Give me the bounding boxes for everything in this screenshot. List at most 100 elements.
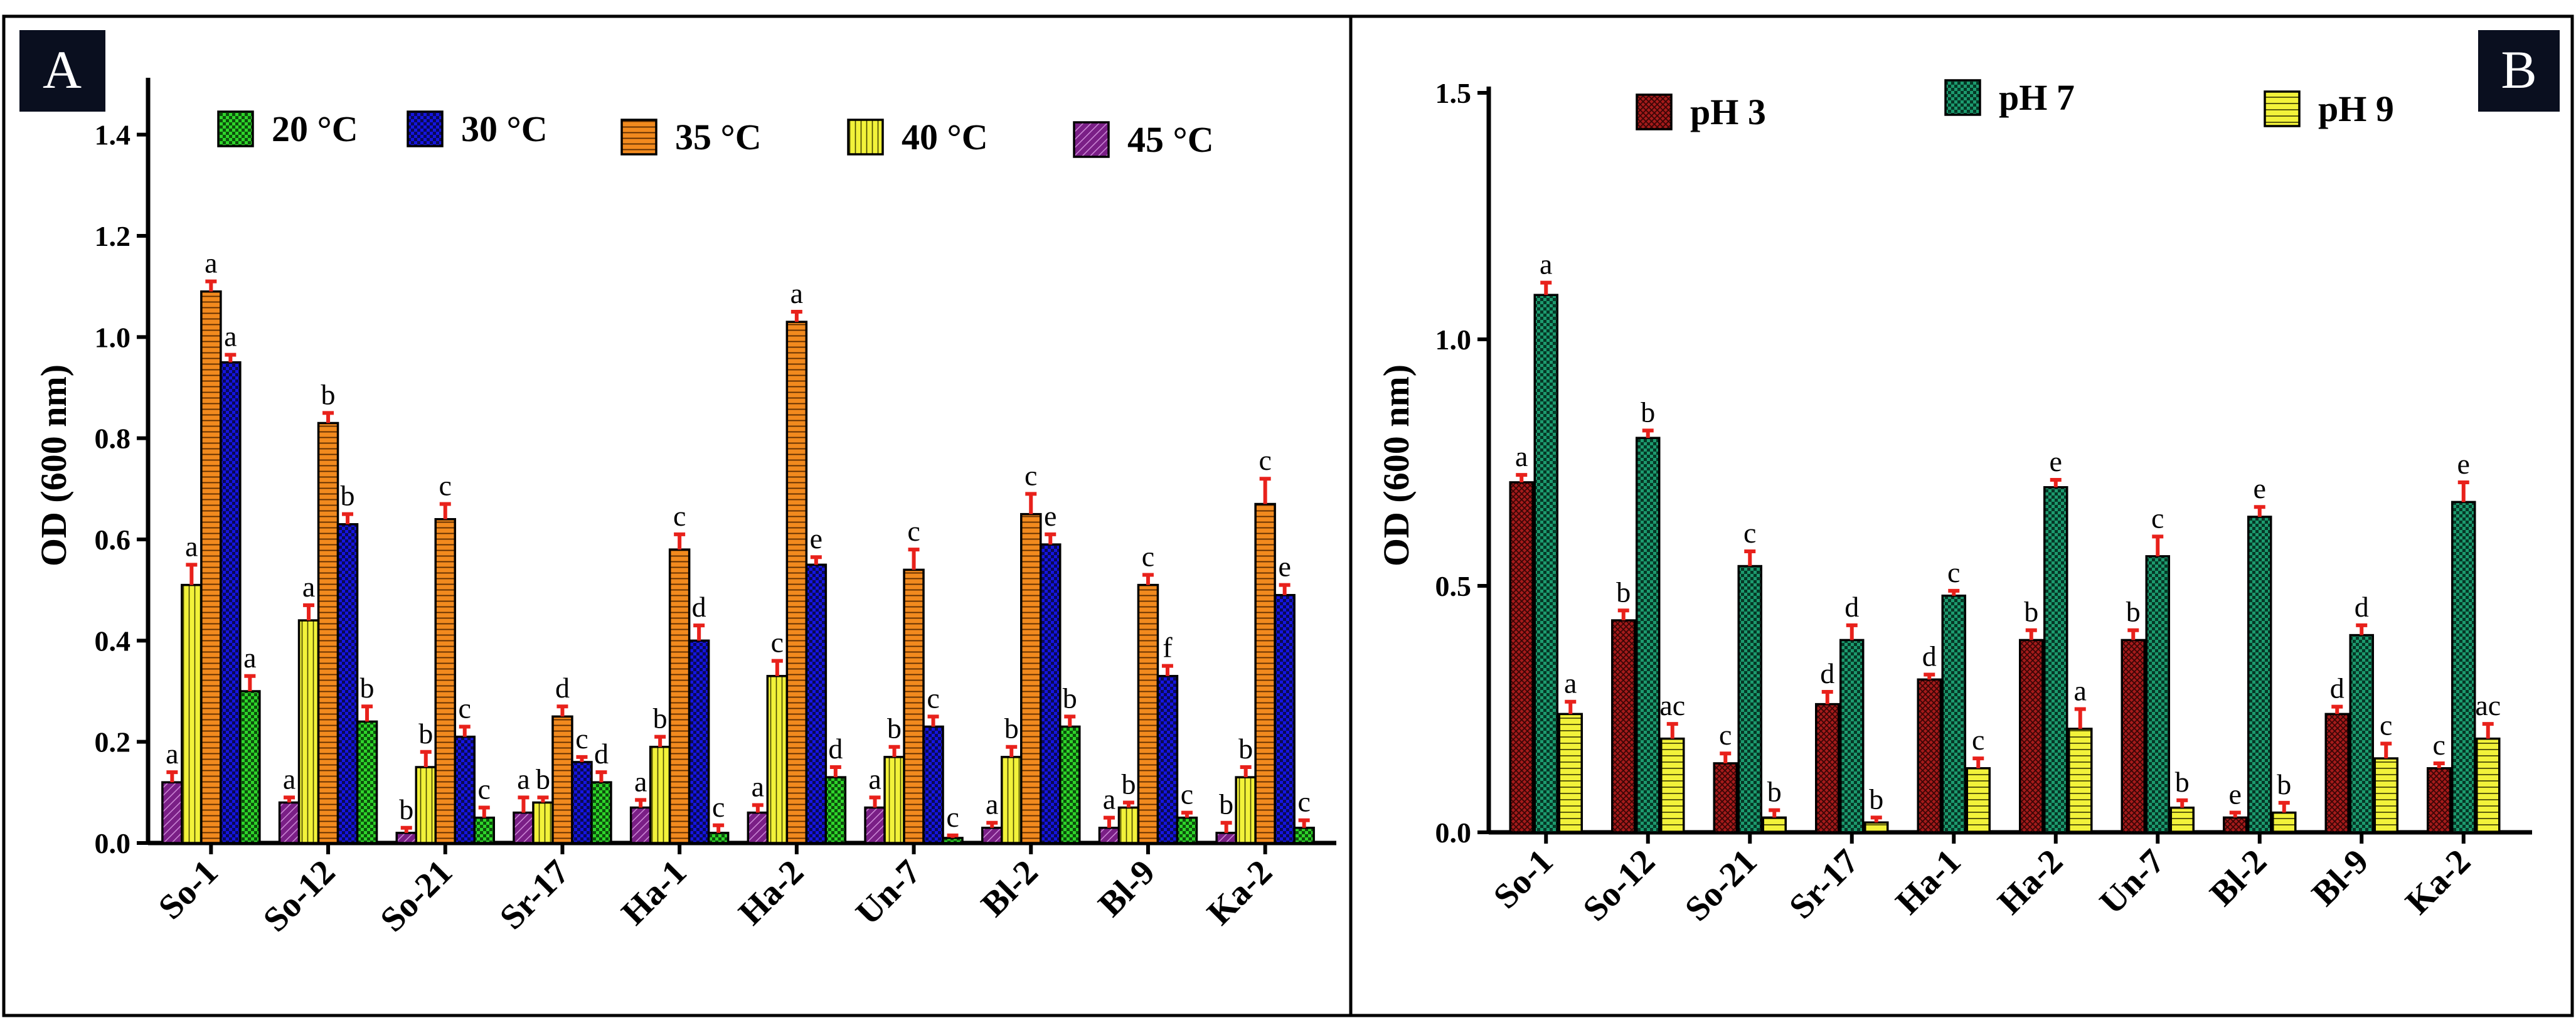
chart-a-y-axis-label: OD (600 nm) — [33, 364, 74, 566]
chart-a-significance-letter: c — [927, 682, 939, 714]
chart-a-bar — [239, 690, 261, 844]
chart-b-bar — [2169, 806, 2195, 834]
chart-a-legend-item: 40 °C — [847, 117, 988, 157]
chart-b-bar — [2451, 501, 2476, 834]
chart-b-error-bar — [2229, 810, 2241, 818]
chart-a-legend-swatch — [217, 110, 254, 147]
chart-a-significance-letter: c — [712, 791, 725, 823]
chart-a-significance-letter: a — [790, 277, 803, 309]
chart-a-significance-letter: b — [1063, 682, 1077, 714]
chart-b-error-bar — [1720, 751, 1732, 763]
chart-b-legend-swatch — [1944, 79, 1981, 116]
chart-b-bar — [2324, 713, 2350, 834]
chart-b-error-bar — [1948, 588, 1960, 596]
chart-a-error-bar — [225, 353, 237, 363]
chart-a-significance-letter: e — [810, 522, 822, 554]
chart-b-significance-letter: c — [1743, 517, 1756, 549]
chart-a-significance-letter: b — [653, 703, 668, 734]
chart-a-error-bar — [537, 795, 549, 803]
chart-b-legend-label: pH 3 — [1690, 92, 1766, 132]
chart-a-bar — [434, 517, 456, 844]
chart-a-error-bar — [947, 833, 959, 838]
chart-a-bar — [805, 563, 828, 844]
chart-a-y-tick-label: 1.4 — [95, 119, 131, 151]
chart-a-y-tick-label: 0.8 — [95, 423, 131, 455]
chart-a-bar — [1001, 756, 1023, 844]
chart-b-significance-letter: c — [2380, 709, 2392, 741]
chart-b-significance-letter: a — [2074, 675, 2087, 707]
chart-a-error-bar — [869, 795, 881, 808]
chart-a-error-bar — [674, 532, 686, 550]
chart-a-error-bar — [1279, 583, 1291, 595]
chart-b-bar — [1660, 737, 1685, 834]
chart-a-significance-letter: a — [302, 571, 315, 603]
chart-a-bar — [1137, 583, 1159, 844]
chart-a-significance-letter: b — [341, 480, 355, 512]
chart-a-error-bar — [244, 674, 256, 691]
chart-a-significance-letter: e — [1044, 500, 1056, 532]
chart-b-error-bar — [1821, 689, 1833, 704]
chart-b-y-tick-label: 0.5 — [1435, 570, 1472, 602]
chart-b-x-tick-label: So-12 — [1575, 842, 1662, 928]
chart-a-error-bar — [1181, 810, 1193, 818]
chart-a-error-bar — [1122, 800, 1134, 808]
chart-a-significance-letter: a — [243, 642, 256, 674]
chart-a-y-tick-label: 0.4 — [95, 625, 131, 657]
chart-a-legend-item: 20 °C — [217, 109, 358, 149]
chart-a-significance-letter: d — [828, 733, 843, 765]
chart-a-legend-label: 35 °C — [675, 117, 762, 157]
chart-a-significance-letter: b — [360, 672, 375, 704]
chart-a-error-bar — [322, 411, 334, 423]
chart-a-significance-letter: c — [478, 773, 491, 805]
chart-a-error-bar — [166, 770, 178, 783]
chart-a-bar — [532, 801, 554, 844]
chart-b-significance-letter: b — [2277, 768, 2291, 800]
chart-a-x-tick-label: Bl-2 — [974, 852, 1045, 924]
chart-a-bar — [1117, 806, 1140, 844]
chart-a-legend-item: 35 °C — [620, 117, 762, 157]
chart-b-significance-letter: a — [1540, 248, 1552, 280]
chart-a-legend-swatch — [1073, 121, 1110, 158]
chart-a-bar — [551, 715, 573, 844]
chart-a-error-bar — [1161, 664, 1173, 676]
chart-b-bar — [2272, 811, 2297, 834]
chart-a-significance-letter: b — [321, 378, 336, 410]
chart-a-legend: 20 °C 30 °C 35 °C 40 °C 45 °C — [217, 109, 1214, 160]
chart-b-error-bar — [1846, 623, 1858, 640]
chart-a-error-bar — [888, 745, 900, 757]
chart-b-x-tick-label: Ka-2 — [2398, 842, 2478, 921]
chart-a-x-tick-label: So-12 — [256, 852, 343, 939]
chart-a-bar — [903, 568, 925, 844]
chart-a-error-bar — [1025, 492, 1037, 514]
chart-b-x-tick-label: Bl-9 — [2304, 842, 2376, 913]
chart-a-x-tick-label: Sr-17 — [492, 852, 577, 937]
chart-a-significance-letter: a — [224, 321, 237, 353]
chart-a-error-bar — [439, 502, 451, 519]
chart-a-error-bar — [693, 623, 705, 641]
chart-b-legend-item: pH 7 — [1944, 77, 2075, 118]
chart-b-error-bar — [1565, 699, 1577, 714]
chart-b-significance-letter: d — [1844, 591, 1859, 623]
chart-a-bar — [513, 811, 535, 844]
chart-a-significance-letter: b — [399, 793, 413, 825]
chart-b-x-tick-label: Ha-1 — [1888, 842, 1968, 921]
chart-a-bar — [571, 761, 593, 844]
chart-b-bar — [2427, 767, 2452, 834]
chart-b-bar — [2349, 634, 2374, 834]
chart-b-bar — [2068, 728, 2093, 834]
chart-b-bar — [1966, 767, 1991, 834]
chart-a-y-tick-label: 0.0 — [95, 827, 131, 859]
chart-a-significance-letter: c — [1181, 778, 1193, 810]
chart-a-error-bar — [752, 803, 764, 813]
chart-a-error-bar — [1240, 765, 1252, 778]
chart-a-significance-letter: c — [1142, 540, 1154, 572]
chart-a-bar — [1059, 725, 1081, 844]
chart-b-bar — [1815, 703, 1840, 834]
chart-b-significance-letter: b — [1869, 783, 1883, 815]
chart-b-error-bar — [2074, 707, 2086, 729]
chart-a-bar — [629, 806, 652, 844]
chart-a-error-bar — [400, 825, 412, 833]
chart-a-significance-letter: a — [1103, 783, 1115, 815]
